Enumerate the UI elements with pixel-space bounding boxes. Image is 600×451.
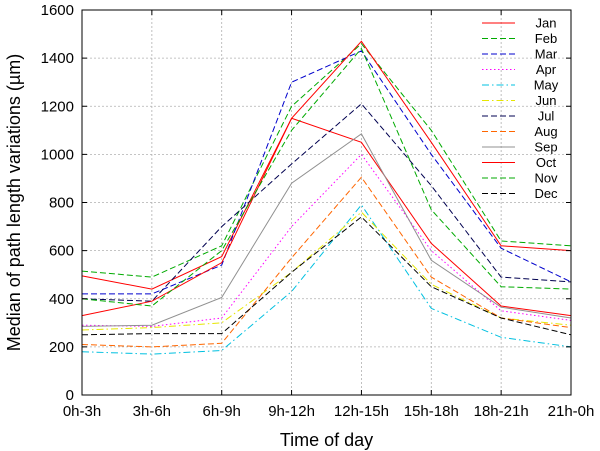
y-tick-label: 1600 <box>41 2 74 19</box>
y-tick-label: 1200 <box>41 98 74 115</box>
grid-lines <box>82 10 571 395</box>
legend-label-nov: Nov <box>534 171 558 186</box>
y-tick-label: 800 <box>49 195 74 212</box>
y-axis-label: Median of path length variations (µm) <box>4 54 24 352</box>
x-axis-label: Time of day <box>280 430 373 450</box>
legend-label-jan: Jan <box>536 16 557 31</box>
y-tick-label: 600 <box>49 243 74 260</box>
series-line-sep <box>81 133 572 327</box>
series-lines <box>81 40 572 355</box>
y-tick-label: 1000 <box>41 146 74 163</box>
y-tick-label: 200 <box>49 339 74 356</box>
y-tick-label: 1400 <box>41 50 74 67</box>
x-tick-label: 12h-15h <box>334 403 389 420</box>
series-line-feb <box>81 42 572 278</box>
series-line-aug <box>81 176 572 348</box>
x-tick-label: 21h-0h <box>548 403 595 420</box>
series-line-may <box>81 204 572 355</box>
series-line-oct <box>81 40 572 317</box>
legend-label-jun: Jun <box>536 93 557 108</box>
legend-label-aug: Aug <box>534 124 557 139</box>
legend-label-sep: Sep <box>534 140 557 155</box>
legend-label-may: May <box>534 78 559 93</box>
x-tick-label: 0h-3h <box>63 403 101 420</box>
x-tick-label: 9h-12h <box>268 403 315 420</box>
x-tick-label: 6h-9h <box>203 403 241 420</box>
series-line-jun <box>81 211 572 331</box>
series-line-apr <box>81 153 572 327</box>
series-line-jan <box>81 117 572 317</box>
y-tick-label: 400 <box>49 291 74 308</box>
series-line-mar <box>82 50 572 295</box>
y-tick-label: 0 <box>66 387 74 404</box>
series-line-nov <box>81 47 572 307</box>
series-line-dec <box>81 216 572 336</box>
series-line-jul <box>81 103 572 302</box>
legend-label-oct: Oct <box>536 155 557 170</box>
legend-label-dec: Dec <box>534 186 558 201</box>
axis-ticks: 0 200 400 600 800 1000 1200 1400 1600 0h-3h 3h-6h 6… <box>41 2 595 420</box>
x-tick-label: 15h-18h <box>404 403 459 420</box>
x-tick-label: 18h-21h <box>474 403 529 420</box>
x-tick-label: 3h-6h <box>133 403 171 420</box>
legend-label-apr: Apr <box>536 62 557 77</box>
legend-label-feb: Feb <box>535 31 557 46</box>
legend-label-mar: Mar <box>535 47 558 62</box>
legend-label-jul: Jul <box>538 109 555 124</box>
